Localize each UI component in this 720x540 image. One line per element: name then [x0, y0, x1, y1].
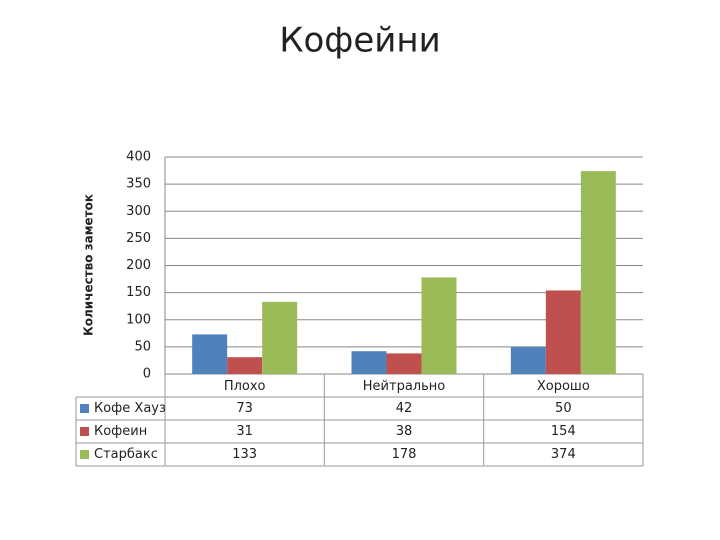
y-tick-label: 300	[126, 204, 151, 219]
table-value: 133	[232, 447, 257, 462]
bar	[227, 357, 263, 374]
table-value: 42	[396, 401, 413, 416]
table-value: 50	[555, 401, 572, 416]
table-value: 31	[236, 424, 253, 439]
y-tick-label: 150	[126, 285, 151, 300]
chart-title: Кофейни	[279, 21, 440, 61]
bar	[421, 277, 457, 374]
bar	[351, 351, 387, 374]
bar	[386, 353, 422, 374]
bar	[192, 334, 228, 374]
y-tick-label: 350	[126, 177, 151, 192]
legend-swatch	[80, 450, 89, 459]
y-tick-label: 400	[126, 150, 151, 165]
bar	[580, 171, 616, 374]
y-tick-label: 200	[126, 258, 151, 273]
table-value: 374	[551, 447, 576, 462]
x-tick-label: Нейтрально	[363, 379, 445, 394]
table-value: 178	[392, 447, 417, 462]
legend-swatch	[80, 427, 89, 436]
bar	[262, 301, 298, 374]
x-tick-label: Хорошо	[537, 379, 590, 394]
y-tick-label: 50	[134, 339, 151, 354]
legend-label: Кофе Хауз	[94, 401, 166, 416]
legend-label: Кофеин	[94, 424, 147, 439]
x-tick-label: Плохо	[224, 379, 266, 394]
table-value: 73	[236, 401, 253, 416]
bar	[545, 290, 581, 374]
table-value: 38	[396, 424, 413, 439]
y-tick-label: 0	[143, 367, 151, 382]
y-tick-label: 100	[126, 312, 151, 327]
legend-label: Старбакс	[94, 447, 158, 462]
bar	[510, 346, 546, 374]
table-value: 154	[551, 424, 576, 439]
y-tick-label: 250	[126, 231, 151, 246]
y-axis-title: Количество заметок	[82, 194, 96, 336]
legend-swatch	[80, 404, 89, 413]
